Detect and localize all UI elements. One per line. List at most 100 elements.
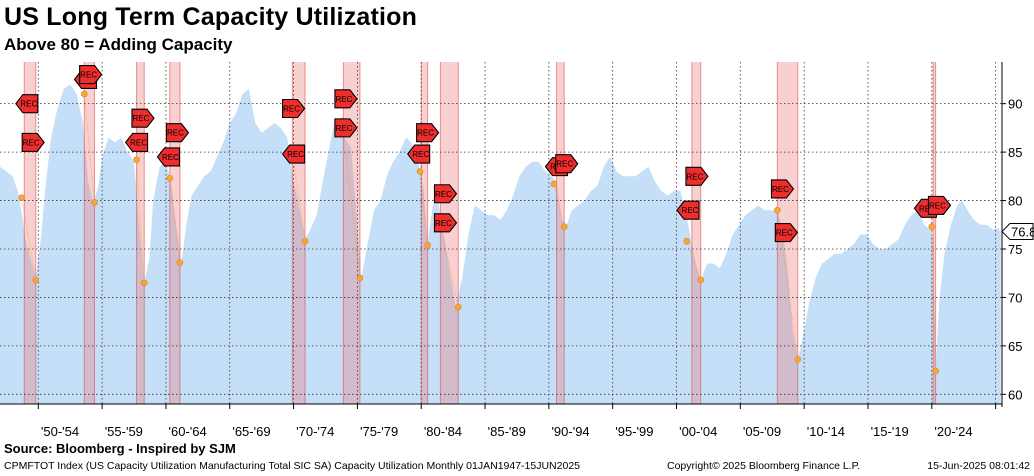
x-tick-label: '50-'54 bbox=[41, 424, 79, 439]
rec-marker-label: REC bbox=[556, 160, 573, 169]
rec-marker-shape bbox=[555, 154, 579, 174]
trough-point bbox=[683, 237, 691, 245]
rec-marker-shape bbox=[770, 179, 795, 199]
rec-marker: REC bbox=[165, 123, 190, 143]
trough-point bbox=[91, 199, 98, 206]
footer-copyright: Copyright© 2025 Bloomberg Finance L.P. bbox=[667, 460, 861, 472]
recession-band bbox=[169, 62, 180, 404]
rec-marker-shape bbox=[685, 166, 709, 186]
x-tick-label: '05-'09 bbox=[743, 424, 781, 439]
rec-marker-shape bbox=[433, 213, 458, 233]
rec-marker: REC bbox=[281, 144, 306, 164]
y-tick-label: 70 bbox=[1008, 290, 1022, 305]
x-tick-label: '10-'14 bbox=[807, 424, 845, 439]
rec-marker: REC bbox=[685, 166, 709, 186]
rec-marker-shape bbox=[433, 184, 458, 204]
rec-marker-shape bbox=[927, 195, 952, 215]
source-note: Source: Bloomberg - Inspired by SJM bbox=[4, 441, 236, 456]
x-tick-label: '20-'24 bbox=[934, 424, 972, 439]
rec-marker-label: REC bbox=[435, 190, 452, 199]
rec-marker-label: REC bbox=[283, 105, 300, 114]
trough-point bbox=[301, 237, 309, 245]
trough-point bbox=[416, 168, 424, 175]
x-tick-label: '75-'79 bbox=[360, 424, 398, 439]
y-tick-label: 85 bbox=[1008, 145, 1022, 160]
rec-marker-shape bbox=[79, 65, 103, 85]
rec-marker-shape bbox=[156, 147, 181, 167]
rec-marker-shape bbox=[131, 108, 155, 128]
rec-marker-shape bbox=[774, 222, 798, 243]
trough-point bbox=[176, 259, 184, 266]
x-tick-label: '80-'84 bbox=[424, 424, 462, 439]
rec-marker-label: REC bbox=[686, 172, 703, 181]
rec-marker-label: REC bbox=[23, 138, 40, 147]
chart-title: US Long Term Capacity Utilization bbox=[4, 3, 418, 31]
y-tick-label: 65 bbox=[1008, 339, 1022, 354]
rec-marker-label: REC bbox=[167, 129, 184, 138]
trough-point bbox=[166, 174, 174, 182]
rec-marker: REC bbox=[433, 184, 458, 204]
y-tick-label: 60 bbox=[1008, 387, 1022, 402]
x-tick-label: '55-'59 bbox=[105, 424, 143, 439]
y-tick-label: 80 bbox=[1008, 194, 1022, 209]
recession-band bbox=[421, 62, 428, 404]
rec-marker: REC bbox=[676, 200, 700, 220]
rec-marker-shape bbox=[165, 123, 190, 143]
axes: 60 65 70 75 80 85 90 '50-'54 '55-'59 '60-'64 '65-'… bbox=[0, 62, 1034, 439]
recession-bands bbox=[23, 62, 937, 404]
x-tick-label: '60-'64 bbox=[169, 424, 207, 439]
series-area bbox=[0, 84, 1001, 405]
rec-marker-shape bbox=[281, 144, 306, 164]
rec-marker-shape bbox=[416, 123, 440, 143]
peak-trough-connector bbox=[439, 223, 459, 308]
rec-marker-shape bbox=[406, 144, 431, 164]
recession-band bbox=[343, 62, 360, 404]
rec-marker-label: REC bbox=[682, 206, 699, 215]
trough-point bbox=[550, 180, 558, 188]
trough-point bbox=[18, 194, 25, 201]
rec-marker: REC bbox=[555, 154, 579, 174]
rec-marker: REC bbox=[79, 65, 103, 85]
trough-point bbox=[32, 276, 40, 284]
trough-point bbox=[697, 276, 705, 284]
recession-band bbox=[84, 62, 95, 404]
rec-marker: REC bbox=[770, 179, 795, 199]
peak-trough-connector bbox=[83, 93, 95, 203]
rec-marker-label: REC bbox=[929, 201, 946, 210]
rec-marker-shape bbox=[21, 132, 45, 152]
rec-marker: REC bbox=[156, 147, 181, 167]
y-tick-label: 75 bbox=[1008, 242, 1022, 257]
rec-marker-shape bbox=[124, 132, 149, 152]
peak-trough-connector bbox=[136, 159, 145, 283]
rec-marker-label: REC bbox=[287, 150, 304, 159]
chart-subtitle: Above 80 = Adding Capacity bbox=[4, 35, 233, 54]
rec-marker: REC bbox=[334, 118, 358, 138]
trough-point bbox=[932, 367, 939, 375]
rec-marker-label: REC bbox=[80, 71, 97, 80]
rec-marker-label: REC bbox=[130, 138, 147, 147]
rec-marker: REC bbox=[433, 213, 458, 233]
rec-marker-label: REC bbox=[20, 100, 37, 109]
rec-marker: REC bbox=[15, 94, 39, 114]
trough-point bbox=[133, 156, 140, 164]
peak-trough-connector bbox=[169, 178, 181, 263]
peak-trough-connector bbox=[686, 241, 702, 281]
recession-band bbox=[136, 62, 145, 404]
area-layer bbox=[0, 84, 1001, 405]
recession-band bbox=[440, 62, 459, 404]
trough-point bbox=[454, 303, 462, 311]
trough-point bbox=[140, 279, 148, 287]
rec-marker: REC bbox=[406, 144, 431, 164]
trough-points bbox=[18, 90, 939, 375]
rec-marker-shape bbox=[676, 200, 700, 220]
trough-point bbox=[560, 223, 568, 231]
last-value-tag-shape bbox=[1001, 223, 1034, 241]
gridlines bbox=[0, 62, 1002, 404]
rec-marker-label: REC bbox=[435, 219, 452, 228]
rec-marker-shape bbox=[15, 94, 39, 114]
x-tick-label: '95-'99 bbox=[615, 424, 653, 439]
recession-band bbox=[24, 62, 36, 404]
trough-point bbox=[424, 241, 431, 249]
trough-point bbox=[794, 356, 802, 363]
